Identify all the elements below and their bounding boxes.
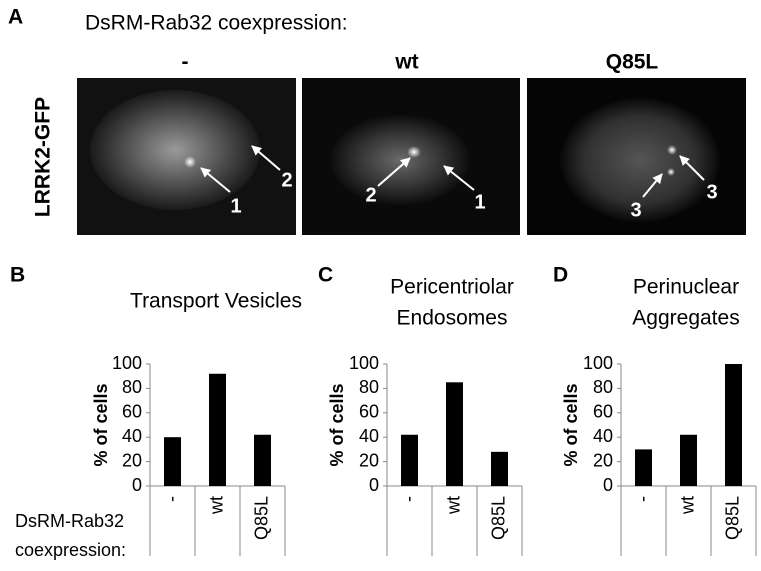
y-tick-label: 20 — [593, 450, 613, 470]
chart-title: Endosomes — [397, 307, 508, 330]
x-tick-label: - — [161, 496, 181, 502]
panel-letter: D — [553, 264, 568, 287]
chart-title: Transport Vesicles — [130, 290, 302, 313]
bar — [491, 451, 508, 486]
bar — [209, 373, 226, 486]
panel-letter: A — [8, 6, 23, 29]
bottom-label: coexpression: — [15, 540, 126, 560]
y-axis-label: % of cells — [91, 383, 111, 466]
y-tick-label: 20 — [359, 450, 379, 470]
column-header: - — [182, 51, 189, 74]
y-axis-label: % of cells — [561, 383, 581, 466]
y-tick-label: 0 — [369, 475, 379, 495]
bar — [635, 449, 652, 486]
annotation: 1 — [230, 195, 241, 217]
y-tick-label: 20 — [122, 450, 142, 470]
annotation: 2 — [281, 169, 292, 191]
panel-letter: C — [318, 264, 333, 287]
annotation: 3 — [630, 199, 641, 221]
x-tick-label: wt — [206, 496, 226, 515]
y-tick-label: 100 — [583, 353, 613, 373]
x-tick-label: Q85L — [488, 496, 508, 540]
panel-letter: B — [10, 264, 25, 287]
x-tick-label: Q85L — [251, 496, 271, 540]
annotation: 3 — [706, 181, 717, 203]
y-tick-label: 0 — [132, 475, 142, 495]
bar — [254, 434, 271, 486]
y-axis-label: % of cells — [327, 383, 347, 466]
annotation: 1 — [474, 191, 485, 213]
bar — [680, 434, 697, 486]
coexpression-label: DsRM-Rab32 coexpression: — [85, 12, 348, 35]
x-tick-label: wt — [677, 496, 697, 515]
bar — [401, 434, 418, 486]
y-tick-label: 60 — [122, 402, 142, 422]
x-tick-label: - — [398, 496, 418, 502]
bar — [725, 364, 742, 486]
bottom-label: DsRM-Rab32 — [15, 511, 124, 531]
x-tick-label: Q85L — [722, 496, 742, 540]
column-header: Q85L — [606, 51, 659, 74]
micrograph: 2 1 — [302, 78, 520, 235]
bar — [446, 382, 463, 486]
y-tick-label: 60 — [359, 402, 379, 422]
chart-title: Aggregates — [632, 307, 739, 330]
row-label: LRRK2-GFP — [32, 97, 55, 217]
y-tick-label: 0 — [603, 475, 613, 495]
x-tick-label: wt — [443, 496, 463, 515]
micrograph: 3 3 — [527, 78, 746, 235]
x-tick-label: - — [632, 496, 652, 502]
chart-title: Perinuclear — [633, 276, 739, 299]
y-tick-label: 80 — [122, 377, 142, 397]
y-tick-label: 100 — [349, 353, 379, 373]
y-tick-label: 80 — [359, 377, 379, 397]
annotation: 2 — [365, 184, 376, 206]
y-tick-label: 40 — [593, 426, 613, 446]
y-tick-label: 80 — [593, 377, 613, 397]
column-header: wt — [394, 51, 418, 74]
y-tick-label: 40 — [359, 426, 379, 446]
y-tick-label: 100 — [112, 353, 142, 373]
micrograph: 1 2 — [77, 78, 296, 235]
y-tick-label: 40 — [122, 426, 142, 446]
chart-title: Pericentriolar — [390, 276, 514, 299]
y-tick-label: 60 — [593, 402, 613, 422]
bar — [164, 437, 181, 486]
